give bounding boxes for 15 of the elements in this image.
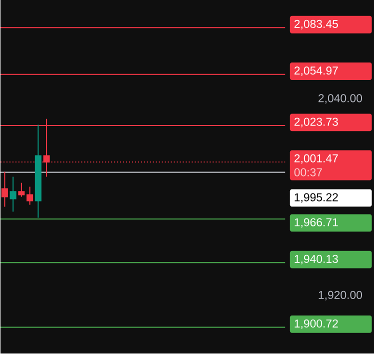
candlestick <box>10 176 16 212</box>
y-tick-label: 2,040.00 <box>318 94 362 104</box>
candlestick <box>26 186 34 206</box>
candlestick <box>1 172 8 208</box>
y-tick-label: 1,920.00 <box>318 291 362 301</box>
ref-line-label: 2,023.73 <box>294 118 338 128</box>
ref-line-label: 1,900.72 <box>294 320 338 330</box>
ref-line-label: 2,054.97 <box>294 66 338 76</box>
ref-line-label: 1,940.13 <box>294 255 338 265</box>
text: 00:37 <box>294 168 322 177</box>
ref-line-label: 2,001.47 <box>294 154 338 164</box>
ref-line-label: 1,995.22 <box>294 193 338 203</box>
candlestick <box>18 182 25 198</box>
ref-line-label: 2,083.45 <box>294 20 338 30</box>
ref-line-label: 1,966.71 <box>294 218 338 228</box>
